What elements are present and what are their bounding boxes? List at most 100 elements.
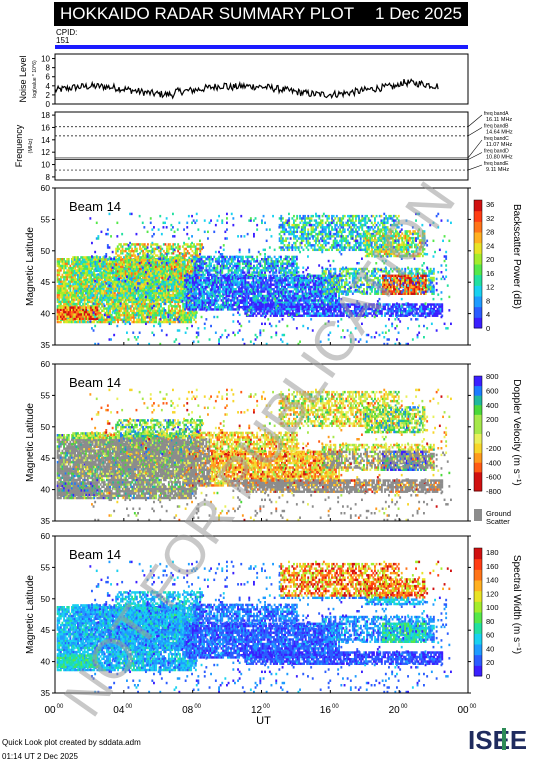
echo-cell <box>82 308 84 312</box>
echo-cell <box>83 300 86 304</box>
echo-cell <box>118 296 121 300</box>
echo-cell <box>164 274 167 277</box>
echo-cell <box>273 288 275 291</box>
echo-cell <box>140 294 143 297</box>
echo-cell <box>182 305 185 308</box>
echo-cell <box>126 296 129 300</box>
echo-cell <box>185 266 188 270</box>
echo-cell <box>75 310 78 314</box>
echo-cell <box>105 260 108 264</box>
echo-cell <box>56 300 59 304</box>
echo-cell <box>58 300 61 304</box>
echo-cell <box>148 300 151 304</box>
echo-cell <box>59 287 62 290</box>
echo-cell <box>173 274 176 277</box>
echo-cell <box>121 289 124 293</box>
echo-cell <box>144 266 146 270</box>
echo-cell <box>153 249 156 253</box>
echo-cell <box>83 294 86 297</box>
echo-cell <box>182 318 185 321</box>
echo-cell <box>96 308 99 312</box>
echo-cell <box>140 314 143 317</box>
echo-cell <box>82 264 84 268</box>
echo-cell <box>90 306 92 309</box>
echo-cell <box>96 258 98 261</box>
echo-cell <box>170 278 173 282</box>
echo-cell <box>177 292 179 295</box>
echo-cell <box>139 320 142 324</box>
echo-cell <box>67 313 70 316</box>
echo-cell <box>129 280 132 284</box>
echo-cell <box>74 284 77 288</box>
echo-cell <box>170 267 173 271</box>
echo-cell <box>148 305 151 308</box>
echo-cell <box>77 283 79 286</box>
echo-cell <box>58 298 61 301</box>
echo-cell <box>188 264 191 268</box>
echo-cell <box>252 279 255 282</box>
echo-cell <box>135 263 138 266</box>
echo-cell <box>83 260 86 264</box>
echo-cell <box>148 302 151 306</box>
echo-cell <box>187 305 189 308</box>
echo-cell <box>195 290 198 293</box>
echo-cell <box>153 276 156 279</box>
echo-cell <box>207 276 210 280</box>
echo-cell <box>140 247 143 251</box>
echo-cell <box>117 300 119 304</box>
echo-cell <box>131 254 133 257</box>
echo-cell <box>165 298 168 302</box>
echo-cell <box>106 280 108 283</box>
echo-cell <box>190 284 193 288</box>
echo-cell <box>56 280 59 283</box>
echo-cell <box>64 296 67 299</box>
echo-cell <box>186 263 189 266</box>
echo-cell <box>88 310 91 314</box>
echo-cell <box>110 275 113 279</box>
echo-cell <box>152 305 154 308</box>
echo-cell <box>170 285 173 288</box>
echo-cell <box>112 309 115 313</box>
echo-cell <box>71 269 73 272</box>
echo-cell <box>190 318 193 321</box>
echo-cell <box>134 254 137 257</box>
echo-cell <box>269 274 272 278</box>
echo-cell <box>105 274 108 277</box>
echo-cell <box>151 285 154 288</box>
echo-cell <box>124 247 127 251</box>
echo-cell <box>75 317 78 321</box>
echo-cell <box>81 294 84 297</box>
echo-cell <box>67 298 70 301</box>
echo-cell <box>125 320 127 324</box>
echo-cell <box>187 311 189 315</box>
echo-cell <box>78 262 81 266</box>
echo-cell <box>123 316 126 319</box>
echo-cell <box>161 256 164 259</box>
echo-cell <box>183 256 186 260</box>
echo-cell <box>129 282 132 286</box>
echo-cell <box>63 315 65 318</box>
echo-cell <box>171 309 173 313</box>
echo-cell <box>154 294 157 297</box>
echo-cell <box>107 267 110 270</box>
echo-cell <box>171 320 173 324</box>
echo-cell <box>172 294 175 297</box>
echo-cell <box>137 254 140 257</box>
echo-cell <box>129 274 132 278</box>
echo-cell <box>83 287 86 290</box>
echo-cell <box>121 298 124 301</box>
echo-cell <box>79 300 81 304</box>
echo-cell <box>64 310 67 314</box>
echo-cell <box>88 269 90 273</box>
echo-cell <box>118 294 121 297</box>
echo-cell <box>134 276 137 280</box>
echo-cell <box>106 314 108 317</box>
echo-cell <box>63 278 65 281</box>
echo-cell <box>180 263 183 266</box>
echo-cell <box>99 311 102 315</box>
noise-ytick-label: 10 <box>41 55 50 64</box>
echo-cell <box>110 294 113 297</box>
echo-cell <box>86 274 89 277</box>
echo-cell <box>266 281 269 284</box>
echo-cell <box>265 276 267 280</box>
